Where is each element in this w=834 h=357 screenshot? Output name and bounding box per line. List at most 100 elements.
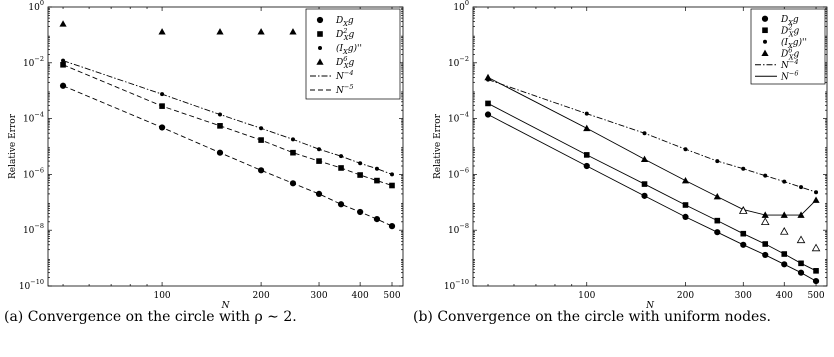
legend-label-sub: X xyxy=(788,53,794,61)
y-tick-label-base: 10 xyxy=(448,226,460,236)
series-line xyxy=(487,114,817,282)
y-tick-label: 10−10 xyxy=(444,278,469,292)
legend-label-sup: 2 xyxy=(787,23,792,31)
x-tick-label: 300 xyxy=(310,291,327,301)
y-tick-label-base: 10 xyxy=(23,115,35,125)
data-point xyxy=(258,167,265,174)
data-point xyxy=(682,202,689,208)
data-point xyxy=(60,61,66,68)
legend-box xyxy=(305,8,401,100)
legend-label-main: N xyxy=(780,72,790,82)
y-tick-label-base: 10 xyxy=(448,59,460,69)
x-axis-label: N xyxy=(221,301,231,311)
data-point xyxy=(484,73,492,81)
plot-frame xyxy=(47,6,404,287)
legend-marker xyxy=(316,58,324,65)
data-point xyxy=(485,100,491,107)
data-point xyxy=(715,159,720,164)
legend-label-tail: g)'' xyxy=(793,37,807,48)
data-point xyxy=(798,260,804,267)
y-tick-label-exponent: −6 xyxy=(459,166,469,174)
legend-marker xyxy=(761,15,769,22)
legend-label: D2 Xg xyxy=(335,27,355,42)
data-point xyxy=(339,154,344,159)
data-point xyxy=(796,235,806,244)
data-point xyxy=(61,58,66,63)
data-point xyxy=(390,172,395,177)
legend-label-tail: g xyxy=(794,49,800,59)
data-point xyxy=(584,111,589,116)
data-point xyxy=(714,229,721,236)
legend-label-tail: g xyxy=(349,30,355,40)
legend-label-main: (I xyxy=(781,37,789,48)
y-tick-label-exponent: −2 xyxy=(34,55,44,63)
data-point xyxy=(740,241,747,248)
legend-label-main: D xyxy=(335,30,343,40)
legend-marker xyxy=(763,39,767,44)
data-point xyxy=(216,28,224,35)
y-tick-label-base: 10 xyxy=(23,226,35,236)
legend-label-sup: −4 xyxy=(789,58,799,66)
legend-label-sup: 6 xyxy=(788,46,792,54)
legend-label-tail: g xyxy=(348,16,354,26)
data-point xyxy=(583,162,590,170)
data-point xyxy=(316,158,322,164)
y-tick-label-base: 10 xyxy=(453,3,465,13)
legend-label: N−4 xyxy=(335,69,353,82)
y-tick-label-exponent: −2 xyxy=(459,55,469,63)
legend-item: N−6 xyxy=(755,69,798,82)
data-point xyxy=(641,192,648,199)
data-point xyxy=(357,208,364,216)
legend-item: DXg xyxy=(316,16,354,28)
legend-label-tail: g xyxy=(349,58,355,68)
data-point xyxy=(583,152,590,158)
series-3 xyxy=(61,58,395,177)
data-point xyxy=(780,211,788,218)
legend-label-main: D xyxy=(335,58,343,68)
y-tick-label-base: 10 xyxy=(28,3,40,13)
data-point xyxy=(682,213,689,220)
data-point xyxy=(216,149,224,156)
y-tick-label-exponent: 0 xyxy=(465,0,469,7)
x-axis-label: N xyxy=(645,301,655,311)
legend-label: (IXg)'' xyxy=(336,43,362,56)
legend-item: (IXg)'' xyxy=(763,37,807,50)
data-point xyxy=(642,131,647,136)
data-point xyxy=(812,277,820,285)
legend-label-tail: g)'' xyxy=(348,43,362,54)
legend-marker xyxy=(317,31,323,37)
series-line xyxy=(62,60,393,175)
legend-label-main: D xyxy=(780,15,788,25)
legend-label-sub: X xyxy=(342,20,348,28)
legend-label-sup: 6 xyxy=(343,55,347,63)
data-point xyxy=(160,92,165,97)
legend-label-main: D xyxy=(780,26,788,36)
legend-label: N−5 xyxy=(335,83,353,96)
legend-label-sub: X xyxy=(342,48,348,56)
legend-item: D2 Xg xyxy=(762,23,800,38)
legend-label: DXg xyxy=(335,16,354,28)
data-point xyxy=(641,181,648,187)
data-point xyxy=(812,196,820,203)
data-point xyxy=(799,185,804,190)
legend-label: DXg xyxy=(780,15,799,27)
data-point xyxy=(358,161,363,166)
legend-label: D6 Xg xyxy=(335,55,355,70)
legend-marker xyxy=(761,49,769,57)
data-point xyxy=(158,124,166,131)
data-point xyxy=(258,137,264,143)
y-tick-label-exponent: 0 xyxy=(40,0,44,7)
y-axis-label: Relative Error xyxy=(433,113,443,179)
y-tick-label: 10−4 xyxy=(23,111,44,125)
y-tick-label-base: 10 xyxy=(444,282,456,292)
legend-label-sup: 2 xyxy=(342,27,347,35)
legend-label-main: N xyxy=(780,61,790,71)
data-point xyxy=(257,28,265,35)
y-tick-label-base: 10 xyxy=(23,170,35,180)
legend-label: N−6 xyxy=(780,69,798,82)
y-tick-label: 10−6 xyxy=(23,166,44,180)
data-point xyxy=(762,241,769,247)
data-point xyxy=(374,166,379,171)
